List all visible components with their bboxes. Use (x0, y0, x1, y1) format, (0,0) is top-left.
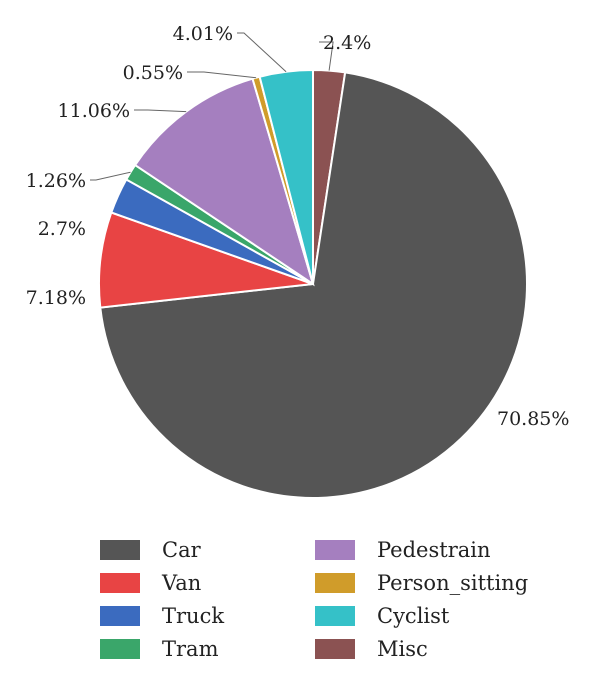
leader-pedestrain (134, 109, 187, 113)
legend-swatch-person-sitting (315, 572, 355, 593)
data-label-car: 70.85% (497, 408, 569, 430)
leader-cyclist (237, 32, 287, 73)
leader-person-sitting (187, 71, 257, 79)
legend-item-car: Car (100, 533, 315, 566)
legend-label-van: Van (162, 570, 202, 595)
leader-lines (90, 32, 334, 181)
data-label-pedestrain: 11.06% (58, 100, 130, 122)
legend-swatch-cyclist (315, 605, 355, 626)
pie-slices (97, 68, 528, 499)
data-label-tram: 1.26% (26, 170, 86, 192)
legend-label-tram: Tram (162, 636, 219, 661)
data-label-cyclist: 4.01% (173, 23, 233, 45)
legend-swatch-truck (100, 605, 140, 626)
legend-item-truck: Truck (100, 599, 315, 632)
legend-label-misc: Misc (377, 636, 428, 661)
legend-label-cyclist: Cyclist (377, 603, 450, 628)
legend-grid: Car Pedestrain Van Person_sitting Truck Cycli… (100, 533, 570, 665)
legend-swatch-car (100, 539, 140, 560)
legend-swatch-pedestrain (315, 539, 355, 560)
data-label-person-sitting: 0.55% (123, 62, 183, 84)
legend-swatch-van (100, 572, 140, 593)
slice-cyclist (258, 68, 314, 285)
legend-item-pedestrain: Pedestrain (315, 533, 555, 566)
legend-swatch-misc (315, 638, 355, 659)
legend-label-pedestrain: Pedestrain (377, 537, 491, 562)
data-label-truck: 2.7% (38, 218, 86, 240)
legend-item-cyclist: Cyclist (315, 599, 555, 632)
legend-item-person-sitting: Person_sitting (315, 566, 555, 599)
legend-item-van: Van (100, 566, 315, 599)
leader-tram (90, 171, 131, 181)
legend-label-person-sitting: Person_sitting (377, 570, 529, 595)
data-label-misc: 2.4% (323, 32, 371, 54)
legend-item-misc: Misc (315, 632, 555, 665)
data-label-van: 7.18% (26, 287, 86, 309)
legend-label-car: Car (162, 537, 201, 562)
legend-item-tram: Tram (100, 632, 315, 665)
legend-label-truck: Truck (162, 603, 225, 628)
legend: Car Pedestrain Van Person_sitting Truck Cycli… (100, 533, 570, 665)
slice-pedestrain (133, 77, 315, 287)
leader-misc (319, 41, 334, 71)
data-labels: 2.4% 70.85% 7.18% 2.7% 1.26% 11.06% 0.55% 4.01% (26, 23, 570, 430)
pie-chart: 2.4% 70.85% 7.18% 2.7% 1.26% 11.06% 0.55% 4.01% (26, 23, 570, 499)
legend-swatch-tram (100, 638, 140, 659)
